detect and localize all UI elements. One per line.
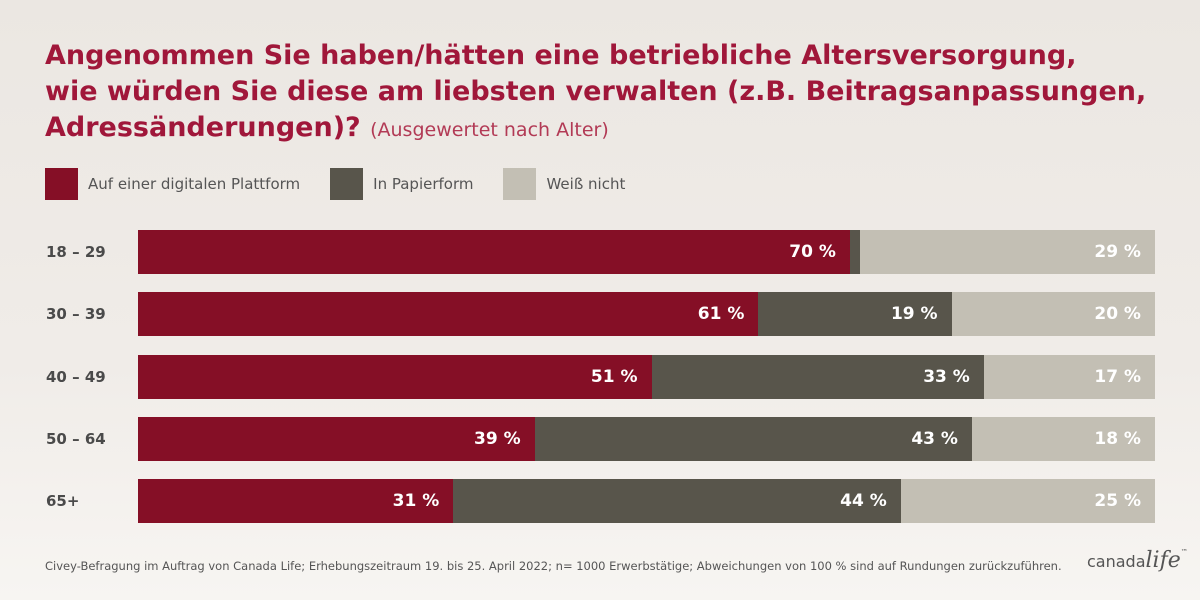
legend-item-unknown: Weiß nicht [503, 168, 625, 200]
data-label: 70 % [789, 242, 836, 262]
bar-row: 31 % 44 % 25 % [138, 479, 1155, 523]
title-line-2: wie würden Sie diese am liebsten verwalt… [45, 76, 1147, 107]
bar-row: 51 % 33 % 17 % [138, 354, 1155, 399]
data-label: 51 % [590, 366, 638, 387]
bar-segment-paper: 43 % [534, 416, 972, 461]
bar-segment-paper: 44 % [453, 479, 901, 523]
title-line-1: Angenommen Sie haben/hätten eine betrieb… [45, 40, 1077, 71]
data-label: 61 % [697, 304, 745, 325]
bar-row: 70 % 29 % [138, 230, 1155, 274]
footnote: Civey-Befragung im Auftrag von Canada Li… [45, 559, 1062, 573]
bar-segment-paper: 19 % [758, 292, 952, 337]
legend-item-digital: Auf einer digitalen Plattform [45, 168, 300, 200]
data-label: 43 % [911, 428, 958, 449]
legend-item-paper: In Papierform [330, 168, 473, 200]
legend-swatch-unknown [503, 168, 537, 200]
legend: Auf einer digitalen Plattform In Papierf… [45, 168, 655, 200]
data-label: 39 % [474, 428, 521, 449]
bar-segment-digital: 61 % [138, 292, 759, 337]
bar-segment-unknown: 18 % [971, 416, 1155, 461]
bar-segment-digital: 70 % [138, 230, 850, 274]
bar-row: 39 % 43 % 18 % [138, 416, 1155, 461]
bar-segment-unknown: 25 % [900, 479, 1155, 523]
logo-text-life: life [1145, 548, 1181, 573]
logo-text-canada: canada [1087, 552, 1146, 571]
title-line-3-text: Adressänderungen)? [45, 112, 361, 143]
data-label: 18 % [1094, 428, 1141, 449]
bar-segment-digital: 31 % [138, 479, 454, 523]
bar-segment-unknown: 29 % [860, 230, 1155, 274]
data-label: 29 % [1094, 242, 1141, 262]
legend-label-unknown: Weiß nicht [546, 175, 626, 193]
data-label: 19 % [890, 304, 938, 325]
bar-row: 61 % 19 % 20 % [138, 292, 1155, 337]
data-label: 17 % [1094, 366, 1141, 387]
bar-segment-digital: 51 % [138, 354, 652, 399]
category-label: 30 – 39 [46, 305, 106, 324]
data-label: 44 % [840, 491, 887, 511]
bar-segment-unknown: 20 % [951, 292, 1155, 337]
chart-title: Angenommen Sie haben/hätten eine betrieb… [45, 38, 1175, 148]
category-label: 50 – 64 [46, 429, 106, 448]
legend-label-digital: Auf einer digitalen Plattform [88, 175, 301, 193]
logo-trademark: ™ [1180, 548, 1188, 556]
title-line-3: Adressänderungen)? (Ausgewertet nach Alt… [45, 110, 1175, 148]
canada-life-logo: canadalife™ [1087, 548, 1188, 578]
bar-segment-digital: 39 % [138, 416, 535, 461]
chart-subtitle: (Ausgewertet nach Alter) [370, 119, 609, 141]
legend-label-paper: In Papierform [373, 175, 474, 193]
data-label: 33 % [923, 366, 970, 387]
data-label: 31 % [392, 491, 440, 511]
bar-segment-paper: 33 % [651, 354, 984, 399]
legend-swatch-digital [45, 168, 78, 200]
category-label: 65+ [46, 492, 80, 510]
data-label: 25 % [1094, 491, 1141, 511]
bar-segment-unknown: 17 % [983, 354, 1155, 399]
category-label: 18 – 29 [46, 243, 106, 261]
data-label: 20 % [1094, 304, 1141, 325]
bar-segment-paper [849, 230, 861, 274]
category-label: 40 – 49 [46, 367, 106, 386]
legend-swatch-paper [330, 168, 364, 200]
